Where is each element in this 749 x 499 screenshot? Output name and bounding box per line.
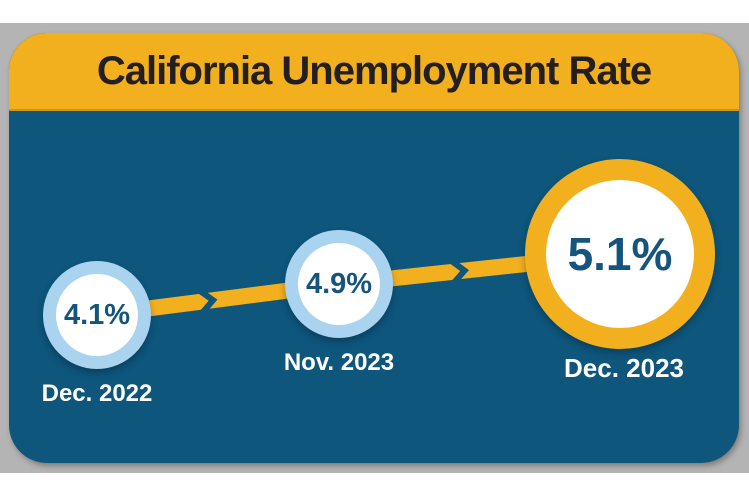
milestone-label: Dec. 2023: [564, 353, 684, 383]
milestone-value: 4.9%: [305, 267, 373, 300]
milestone-circle-inner: 5.1%: [546, 180, 694, 328]
milestone-circle-nov-2023: 4.9%: [285, 230, 393, 338]
milestone-circle-inner: 4.1%: [56, 274, 138, 356]
chart-title: California Unemployment Rate: [96, 48, 652, 93]
milestone-value: 4.1%: [63, 298, 131, 331]
card-header: California Unemployment Rate: [9, 33, 739, 111]
milestone-label: Nov. 2023: [283, 349, 395, 376]
milestone-circle-dec-2023: 5.1%: [525, 159, 715, 349]
milestone-label: Dec. 2022: [41, 380, 153, 407]
milestone-value: 5.1%: [567, 228, 673, 280]
milestone-circle-inner: 4.9%: [298, 243, 380, 325]
milestone-circle-dec-2022: 4.1%: [43, 261, 151, 369]
